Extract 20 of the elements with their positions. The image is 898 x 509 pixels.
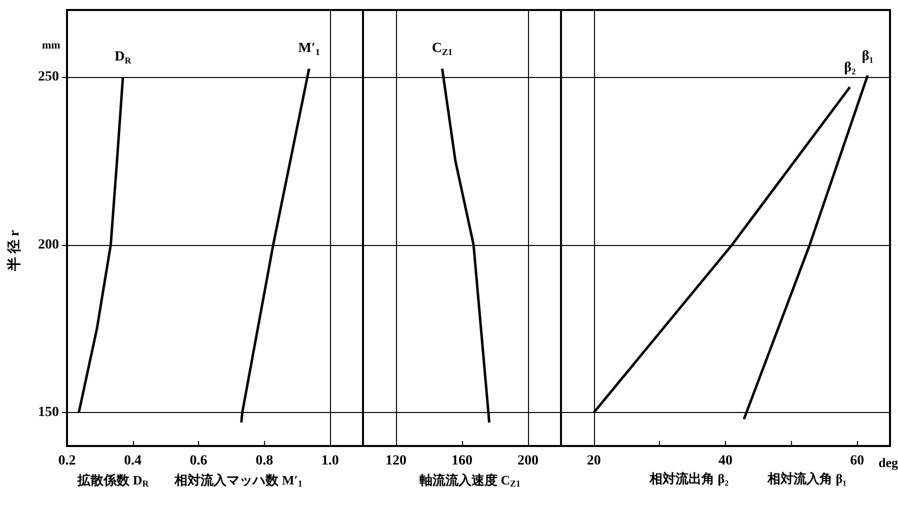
x-tick-label: 60 <box>850 454 864 468</box>
x-tick-label: 1.0 <box>321 454 339 468</box>
x-tick-label: 0.8 <box>256 454 274 468</box>
y-tick-label: 250 <box>38 70 59 85</box>
x-tick-label: 120 <box>386 454 406 468</box>
text: mm <box>42 40 60 52</box>
x-tick-label: 0.4 <box>124 454 142 468</box>
x-tick-label: 0.6 <box>190 454 208 468</box>
y-tick-label: 150 <box>38 404 59 420</box>
y-axis-title: 半 径 r <box>6 230 22 272</box>
text: deg <box>878 455 898 470</box>
x-tick-label: 200 <box>518 454 538 468</box>
x-tick-label: 0.2 <box>58 454 76 468</box>
y-tick-label: 200 <box>38 237 59 252</box>
x-axis-title: 相対流出角 β₂ 相対流入角 β₁ <box>648 471 847 486</box>
x-tick-label: 160 <box>452 454 472 468</box>
series-label: β₁ <box>862 48 874 64</box>
series-label: β₂ <box>844 60 856 76</box>
x-tick-label: 40 <box>718 454 732 468</box>
x-tick-label: 20 <box>586 454 601 468</box>
